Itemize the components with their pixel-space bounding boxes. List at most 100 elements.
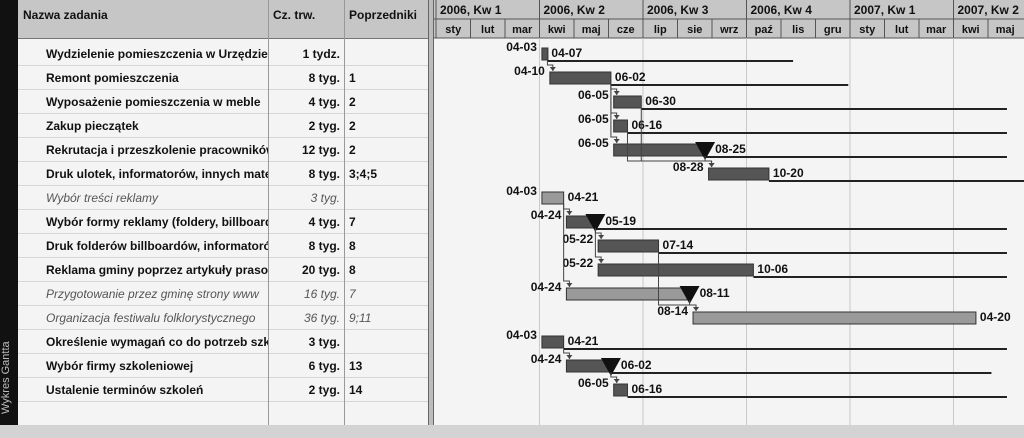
task-predecessors[interactable]: 2 (349, 119, 356, 133)
task-duration[interactable]: 4 tyg. (308, 95, 340, 109)
task-bar (692, 311, 977, 325)
start-date-label: 06-05 (578, 88, 609, 102)
task-name[interactable]: Organizacja festiwalu folklorystycznego (46, 311, 256, 325)
task-name[interactable]: Wydzielenie pomieszczenia w Urzędzie (46, 47, 268, 61)
dependency-link (640, 108, 713, 167)
task-duration[interactable]: 36 tyg. (303, 311, 340, 325)
task-duration[interactable]: 12 tyg. (301, 143, 340, 157)
task-predecessors[interactable]: 9;11 (349, 311, 372, 325)
table-row[interactable]: Wybór formy reklamy (foldery, billboardy… (18, 210, 428, 234)
task-duration[interactable]: 8 tyg. (308, 239, 340, 253)
table-row[interactable]: Wydzielenie pomieszczenia w Urzędzie 1 ty… (18, 42, 428, 66)
task-name[interactable]: Wybór firmy szkoleniowej (46, 359, 194, 373)
task-bar (708, 167, 770, 181)
task-name[interactable]: Ustalenie terminów szkoleń (46, 383, 204, 397)
row-separator (18, 305, 428, 306)
milestone-marker (695, 142, 716, 160)
task-duration[interactable]: 4 tyg. (308, 215, 340, 229)
end-date-label: 08-11 (700, 286, 730, 300)
table-row[interactable]: Wybór firmy szkoleniowej 6 tyg. 13 (18, 354, 428, 378)
task-name[interactable]: Określenie wymagań co do potrzeb szkoleń (46, 335, 268, 349)
table-row[interactable]: Określenie wymagań co do potrzeb szkoleń… (18, 330, 428, 354)
table-row[interactable]: Druk ulotek, informatorów, innych materi… (18, 162, 428, 186)
task-predecessors[interactable]: 7 (349, 287, 356, 301)
task-duration[interactable]: 3 tyg. (310, 191, 340, 205)
task-predecessors[interactable] (344, 330, 428, 354)
row-separator (18, 209, 428, 210)
table-row[interactable]: Przygotowanie przez gminę strony www 16 t… (18, 282, 428, 306)
task-name[interactable]: Wybór formy reklamy (foldery, billboardy… (46, 215, 268, 229)
task-bar (613, 383, 628, 397)
end-date-label: 05-19 (605, 214, 636, 228)
task-duration[interactable]: 20 tyg. (301, 263, 340, 277)
task-duration[interactable]: 3 tyg. (308, 335, 340, 349)
task-duration[interactable]: 2 tyg. (308, 119, 340, 133)
task-predecessors[interactable]: 14 (349, 383, 363, 397)
task-bar (541, 191, 565, 205)
task-predecessors[interactable] (344, 42, 428, 66)
table-row[interactable]: Reklama gminy poprzez artykuły prasowe 20… (18, 258, 428, 282)
task-name[interactable]: Druk ulotek, informatorów, innych materi… (46, 167, 268, 181)
table-row[interactable]: Wyposażenie pomieszczenia w meble 4 tyg. 2 (18, 90, 428, 114)
task-duration[interactable]: 8 tyg. (308, 71, 340, 85)
view-bar[interactable]: Wykres Gantta (0, 0, 18, 425)
task-name[interactable]: Druk folderów billboardów, informatorów (46, 239, 268, 253)
task-duration[interactable]: 2 tyg. (308, 383, 340, 397)
end-date-label: 06-02 (615, 70, 646, 84)
task-bar (613, 95, 642, 109)
task-predecessors[interactable]: 8 (349, 263, 356, 277)
end-date-label: 04-20 (980, 310, 1011, 324)
month-label: kwi (962, 24, 980, 36)
task-bar (541, 47, 549, 61)
task-predecessors[interactable]: 8 (349, 239, 356, 253)
task-predecessors[interactable] (344, 186, 428, 210)
task-name[interactable]: Reklama gminy poprzez artykuły prasowe (46, 263, 268, 277)
task-name[interactable]: Zakup pieczątek (46, 119, 139, 133)
month-label: lip (654, 24, 667, 36)
column-divider (268, 0, 269, 425)
quarter-label: 2006, Kw 2 (544, 3, 606, 17)
column-header-duration[interactable]: Cz. trw. (273, 8, 316, 22)
table-row[interactable]: Rekrutacja i przeszkolenie pracowników 12… (18, 138, 428, 162)
table-row[interactable]: Ustalenie terminów szkoleń 2 tyg. 14 (18, 378, 428, 402)
month-label: wrz (719, 24, 739, 36)
start-date-label: 05-22 (562, 232, 593, 246)
table-row[interactable]: Druk folderów billboardów, informatorów 8… (18, 234, 428, 258)
task-duration[interactable]: 8 tyg. (308, 167, 340, 181)
table-row[interactable]: Wybór treści reklamy 3 tyg. (18, 186, 428, 210)
split-bar[interactable] (428, 0, 434, 425)
end-date-label: 10-06 (757, 262, 788, 276)
task-predecessors[interactable]: 3;4;5 (349, 167, 378, 181)
end-date-label: 06-02 (621, 358, 652, 372)
table-row[interactable]: Zakup pieczątek 2 tyg. 2 (18, 114, 428, 138)
task-name[interactable]: Wybór treści reklamy (46, 191, 159, 205)
task-bar (549, 71, 612, 85)
task-name[interactable]: Rekrutacja i przeszkolenie pracowników (46, 143, 268, 157)
task-name[interactable]: Wyposażenie pomieszczenia w meble (46, 95, 261, 109)
task-predecessors[interactable]: 2 (349, 143, 356, 157)
dependency-arrow (549, 67, 556, 71)
table-row[interactable]: Remont pomieszczenia 8 tyg. 1 (18, 66, 428, 90)
task-predecessors[interactable]: 2 (349, 95, 356, 109)
gantt-svg: 2006, Kw 1 2006, Kw 2 2006, Kw 3 2006, Kw 4… (434, 0, 1024, 425)
task-duration[interactable]: 6 tyg. (308, 359, 340, 373)
task-predecessors[interactable]: 7 (349, 215, 356, 229)
task-name[interactable]: Przygotowanie przez gminę strony www (46, 287, 259, 301)
column-header-name[interactable]: Nazwa zadania (23, 8, 108, 22)
task-bar (541, 335, 565, 349)
task-duration[interactable]: 1 tydz. (302, 47, 340, 61)
month-label: mar (926, 24, 947, 36)
task-duration[interactable]: 16 tyg. (303, 287, 340, 301)
start-date-label: 04-24 (531, 352, 562, 366)
task-predecessors[interactable]: 13 (349, 359, 363, 373)
dependency-arrow (566, 355, 573, 359)
end-date-label: 06-30 (645, 94, 676, 108)
task-name[interactable]: Remont pomieszczenia (46, 71, 179, 85)
start-date-label: 06-05 (578, 112, 609, 126)
task-predecessors[interactable]: 1 (349, 71, 356, 85)
column-header-predecessors[interactable]: Poprzedniki (349, 8, 418, 22)
start-date-label: 08-14 (657, 304, 688, 318)
table-row[interactable]: Organizacja festiwalu folklorystycznego 3… (18, 306, 428, 330)
milestone-marker (585, 214, 606, 232)
